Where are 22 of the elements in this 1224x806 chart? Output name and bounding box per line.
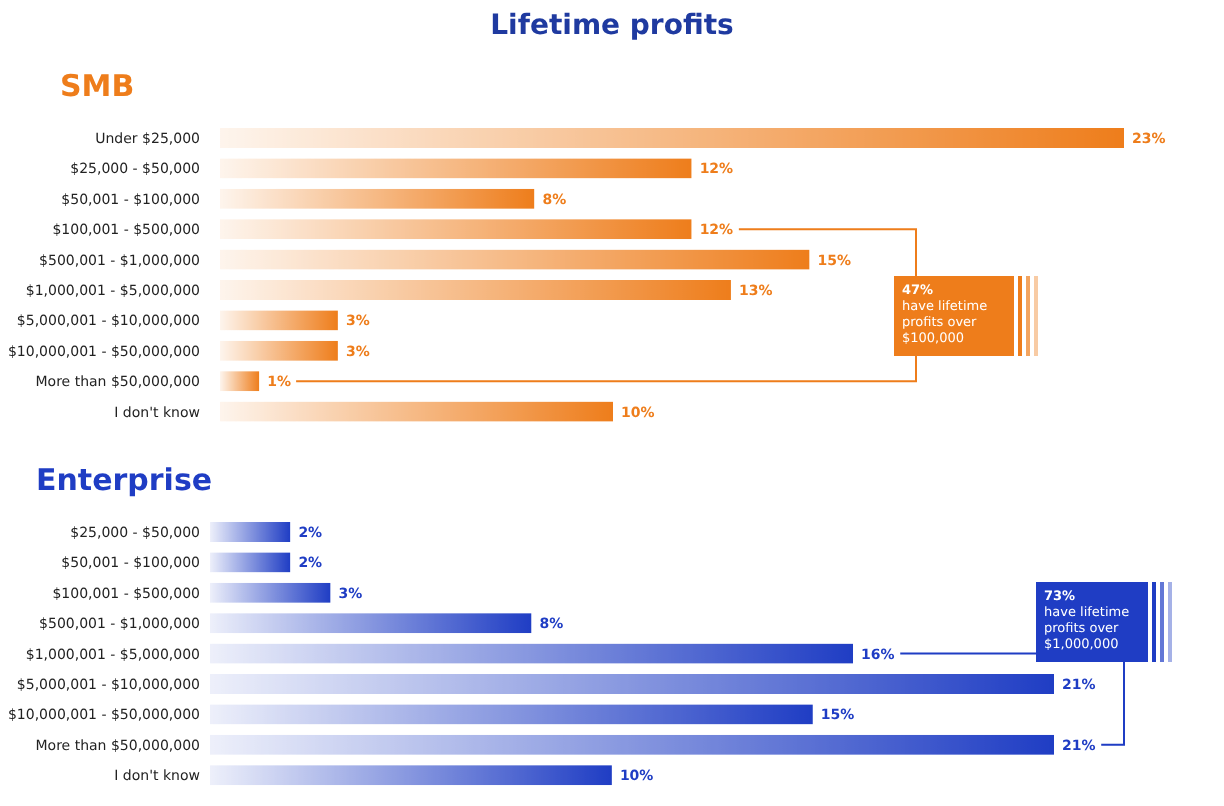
bar bbox=[210, 582, 331, 603]
bar bbox=[220, 188, 535, 209]
bar bbox=[220, 280, 731, 300]
bar bbox=[220, 371, 260, 392]
bar bbox=[210, 613, 532, 634]
bar bbox=[220, 249, 810, 270]
bar bbox=[210, 552, 291, 573]
bar bbox=[210, 674, 1054, 694]
chart-title: Lifetime profits bbox=[490, 10, 734, 42]
bar bbox=[210, 765, 612, 786]
bar bbox=[210, 734, 1054, 755]
bar bbox=[220, 401, 614, 422]
bar bbox=[220, 340, 338, 361]
chart-title: Enterprise bbox=[36, 462, 213, 498]
bar bbox=[220, 128, 1124, 148]
bar bbox=[210, 704, 813, 725]
bar bbox=[220, 310, 338, 331]
bar bbox=[210, 522, 291, 542]
bar bbox=[210, 643, 854, 664]
chart-subtitle: SMB bbox=[60, 68, 135, 104]
bar bbox=[220, 219, 692, 240]
bar bbox=[220, 158, 692, 179]
